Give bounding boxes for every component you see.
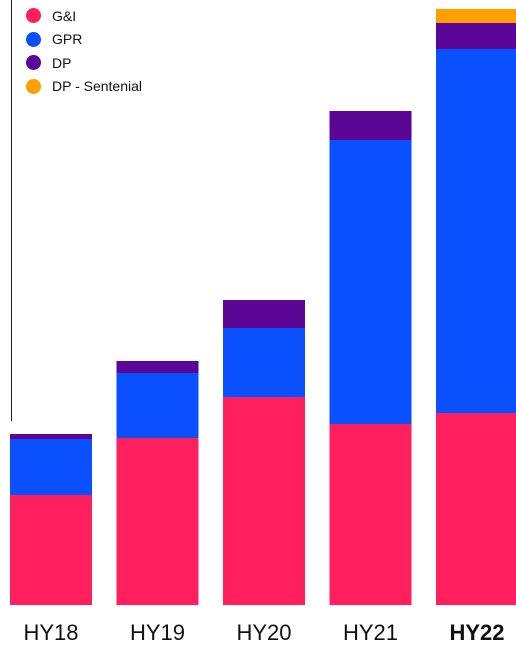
bar-segment-hy22-g-i (436, 413, 516, 605)
legend-label-dp: DP (52, 54, 72, 71)
bar-segment-hy19-g-i (116, 438, 199, 605)
legend-swatch-dp-sentenial (26, 78, 41, 94)
bar-segment-hy20-gpr (223, 328, 305, 397)
legend-swatch-gpr (26, 31, 41, 47)
x-tick-label-hy18: HY18 (23, 620, 78, 645)
x-tick-label-hy21: HY21 (343, 620, 398, 645)
x-tick-labels: HY18 HY19 HY20 HY21 HY22 (23, 620, 504, 645)
legend-swatch-dp (26, 55, 41, 71)
bar-segment-hy22-dp (436, 23, 516, 49)
x-tick-label-hy22: HY22 (449, 620, 504, 645)
bar-segment-hy20-g-i (223, 397, 305, 605)
bar-segment-hy18-dp (10, 434, 92, 439)
bar-segment-hy22-gpr (436, 49, 516, 413)
bar-segment-hy22-dp-sentenial (436, 9, 516, 23)
legend-item-gpr: GPR (26, 28, 142, 52)
bar-segment-hy21-g-i (329, 424, 412, 605)
bar-segment-hy19-dp (116, 361, 199, 373)
legend-item-dp-sentenial: DP - Sentenial (26, 75, 142, 99)
legend-swatch-gi (26, 8, 41, 24)
legend: G&I GPR DP DP - Sentenial (26, 4, 142, 98)
bar-segment-hy21-dp (329, 111, 412, 140)
x-tick-label-hy19: HY19 (130, 620, 185, 645)
bar-segment-hy21-gpr (329, 140, 412, 424)
legend-label-gi: G&I (52, 7, 77, 24)
y-axis-line (11, 0, 12, 421)
bar-segment-hy19-gpr (116, 373, 199, 438)
legend-item-dp: DP (26, 51, 142, 75)
bar-segment-hy20-dp (223, 300, 305, 328)
x-tick-label-hy20: HY20 (236, 620, 291, 645)
bar-segment-hy18-gpr (10, 439, 92, 495)
legend-item-gi: G&I (26, 4, 142, 28)
bars-group (10, 9, 516, 605)
legend-label-dp-sentenial: DP - Sentenial (52, 78, 143, 95)
bar-segment-hy18-g-i (10, 495, 92, 605)
legend-label-gpr: GPR (52, 31, 83, 48)
